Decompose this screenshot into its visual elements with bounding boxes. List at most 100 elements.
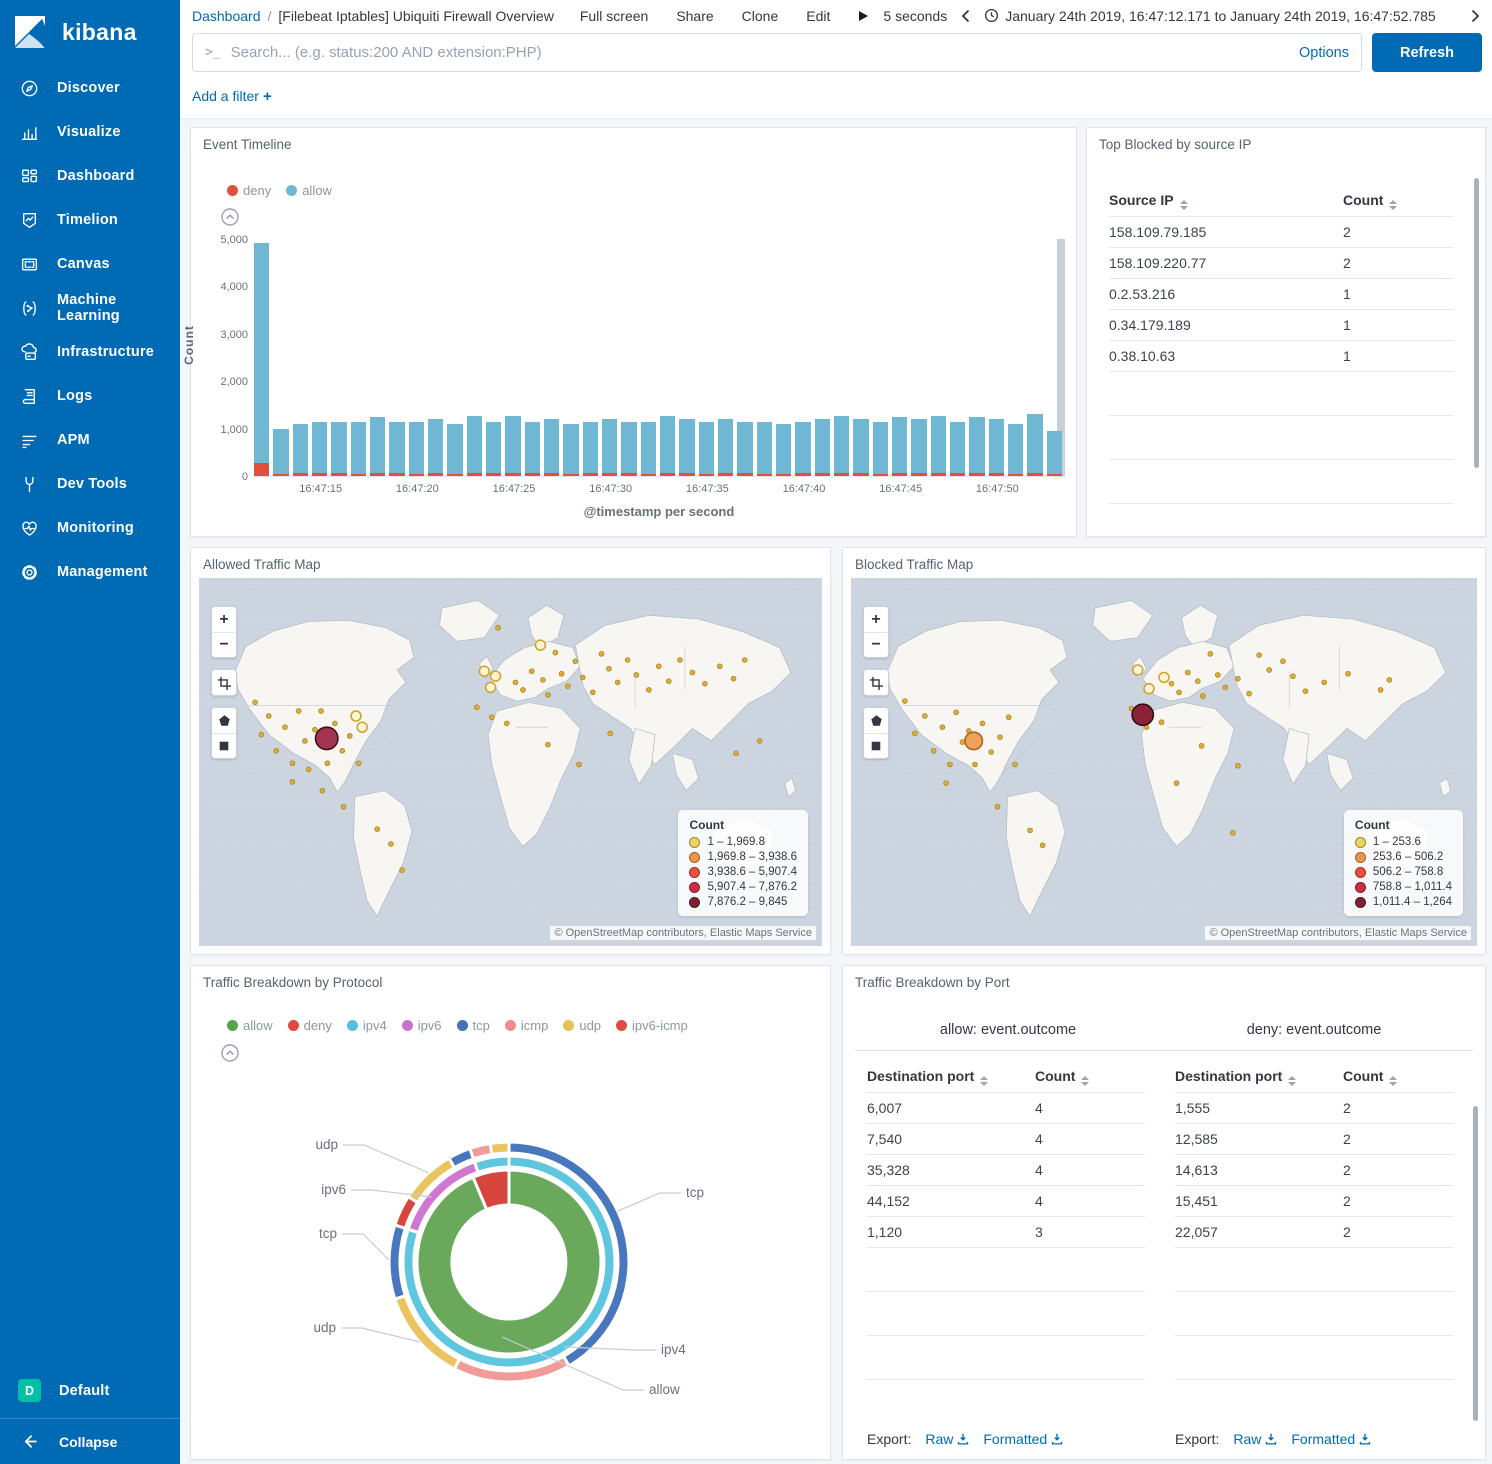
breadcrumb-dashboard-link[interactable]: Dashboard (192, 7, 261, 24)
sidebar-item-timelion[interactable]: Timelion (0, 198, 180, 242)
search-input[interactable] (230, 44, 1290, 61)
timeline-bar[interactable] (698, 239, 714, 476)
map-bubble[interactable] (964, 731, 984, 751)
timeline-bar[interactable] (1027, 239, 1043, 476)
timeline-bar[interactable] (582, 239, 598, 476)
timeline-bar[interactable] (679, 239, 695, 476)
export-raw-link[interactable]: Raw (925, 1431, 969, 1447)
legend-item-icmp[interactable]: icmp (504, 1018, 548, 1033)
full-screen-button[interactable]: Full screen (579, 7, 649, 24)
kibana-logo[interactable]: kibana (0, 0, 180, 66)
column-header-destination-port[interactable]: Destination port (867, 1068, 1035, 1086)
sunburst-segment-udp[interactable] (488, 1140, 511, 1157)
sidebar-item-visualize[interactable]: Visualize (0, 110, 180, 154)
sidebar-item-apm[interactable]: APM (0, 418, 180, 462)
timeline-bar[interactable] (563, 239, 579, 476)
column-header-source-ip[interactable]: Source IP (1109, 192, 1343, 210)
timeline-bar[interactable] (892, 239, 908, 476)
column-header-count[interactable]: Count (1035, 1068, 1145, 1086)
legend-item-tcp[interactable]: tcp (456, 1018, 490, 1033)
clone-button[interactable]: Clone (741, 7, 779, 24)
timeline-bar[interactable] (911, 239, 927, 476)
allowed-map[interactable]: + − Count 1 – 1,969.8 1,969.8 – 3,938.6 3,9… (199, 578, 822, 946)
play-icon[interactable] (858, 10, 869, 22)
polygon-draw-icon[interactable] (864, 708, 888, 733)
vertical-scrollbar[interactable] (1473, 1106, 1478, 1421)
chevron-left-icon[interactable] (961, 9, 970, 23)
timeline-bar[interactable] (312, 239, 328, 476)
timeline-bar[interactable] (292, 239, 308, 476)
timeline-bar[interactable] (370, 239, 386, 476)
timeline-bar[interactable] (737, 239, 753, 476)
edit-button[interactable]: Edit (806, 7, 831, 24)
legend-collapse-icon[interactable] (221, 208, 239, 231)
timeline-bar[interactable] (331, 239, 347, 476)
sidebar-item-dashboard[interactable]: Dashboard (0, 154, 180, 198)
sidebar-item-management[interactable]: Management (0, 550, 180, 594)
timeline-bar[interactable] (853, 239, 869, 476)
fit-bounds-icon[interactable] (864, 670, 888, 695)
options-link[interactable]: Options (1299, 44, 1349, 61)
export-formatted-link[interactable]: Formatted (983, 1431, 1063, 1447)
space-selector[interactable]: D Default (0, 1367, 180, 1418)
timeline-bar[interactable] (602, 239, 618, 476)
column-header-count[interactable]: Count (1343, 1068, 1453, 1086)
collapse-sidebar-button[interactable]: Collapse (0, 1418, 180, 1464)
timeline-bar[interactable] (505, 239, 521, 476)
timeline-bar[interactable] (969, 239, 985, 476)
timeline-bar[interactable] (408, 239, 424, 476)
timeline-bar[interactable] (756, 239, 772, 476)
export-formatted-link[interactable]: Formatted (1291, 1431, 1371, 1447)
sunburst-segment-deny[interactable] (471, 1168, 511, 1212)
sidebar-item-infrastructure[interactable]: Infrastructure (0, 330, 180, 374)
timeline-bar[interactable] (640, 239, 656, 476)
map-bubble[interactable] (1131, 703, 1155, 727)
fit-bounds-icon[interactable] (212, 670, 236, 695)
timeline-bar[interactable] (776, 239, 792, 476)
legend-collapse-icon[interactable] (221, 1044, 239, 1067)
sidebar-item-logs[interactable]: Logs (0, 374, 180, 418)
legend-item-ipv4[interactable]: ipv4 (346, 1018, 387, 1033)
legend-item-deny[interactable]: deny (227, 183, 271, 198)
timeline-bar[interactable] (621, 239, 637, 476)
refresh-button[interactable]: Refresh (1372, 33, 1482, 72)
vertical-scrollbar[interactable] (1474, 178, 1479, 468)
legend-item-allow[interactable]: allow (227, 1018, 273, 1033)
timeline-bar[interactable] (389, 239, 405, 476)
timeline-bar[interactable] (466, 239, 482, 476)
sidebar-item-monitoring[interactable]: Monitoring (0, 506, 180, 550)
timeline-bar[interactable] (814, 239, 830, 476)
timeline-bar[interactable] (930, 239, 946, 476)
timeline-bar[interactable] (350, 239, 366, 476)
refresh-interval[interactable]: 5 seconds (883, 7, 948, 24)
timeline-bar[interactable] (834, 239, 850, 476)
blocked-map[interactable]: + − Count 1 – 253.6 253.6 – 506.2 506.2 – 7… (851, 578, 1477, 946)
map-bubble[interactable] (314, 726, 339, 751)
rectangle-draw-icon[interactable] (212, 733, 236, 758)
legend-item-ipv6-icmp[interactable]: ipv6-icmp (616, 1018, 688, 1033)
timeline-bar[interactable] (273, 239, 289, 476)
share-button[interactable]: Share (676, 7, 714, 24)
export-raw-link[interactable]: Raw (1233, 1431, 1277, 1447)
time-range-picker[interactable]: January 24th 2019, 16:47:12.171 to Janua… (984, 8, 1436, 24)
timeline-bar[interactable] (718, 239, 734, 476)
zoom-out-button[interactable]: − (864, 632, 888, 657)
legend-item-ipv6[interactable]: ipv6 (401, 1018, 442, 1033)
sunburst-segment-allow[interactable] (415, 1168, 603, 1356)
sidebar-item-canvas[interactable]: Canvas (0, 242, 180, 286)
zoom-in-button[interactable]: + (864, 607, 888, 632)
timeline-bar[interactable] (660, 239, 676, 476)
timeline-bar[interactable] (428, 239, 444, 476)
legend-item-allow[interactable]: allow (286, 183, 332, 198)
zoom-out-button[interactable]: − (212, 632, 236, 657)
legend-item-deny[interactable]: deny (287, 1018, 332, 1033)
rectangle-draw-icon[interactable] (864, 733, 888, 758)
sidebar-item-machine-learning[interactable]: Machine Learning (0, 286, 180, 330)
timeline-bar[interactable] (872, 239, 888, 476)
column-header-count[interactable]: Count (1343, 192, 1453, 210)
timeline-bar[interactable] (1008, 239, 1024, 476)
column-header-destination-port[interactable]: Destination port (1175, 1068, 1343, 1086)
zoom-in-button[interactable]: + (212, 607, 236, 632)
chevron-right-icon[interactable] (1471, 9, 1480, 23)
add-filter-link[interactable]: Add a filter + (192, 88, 272, 105)
